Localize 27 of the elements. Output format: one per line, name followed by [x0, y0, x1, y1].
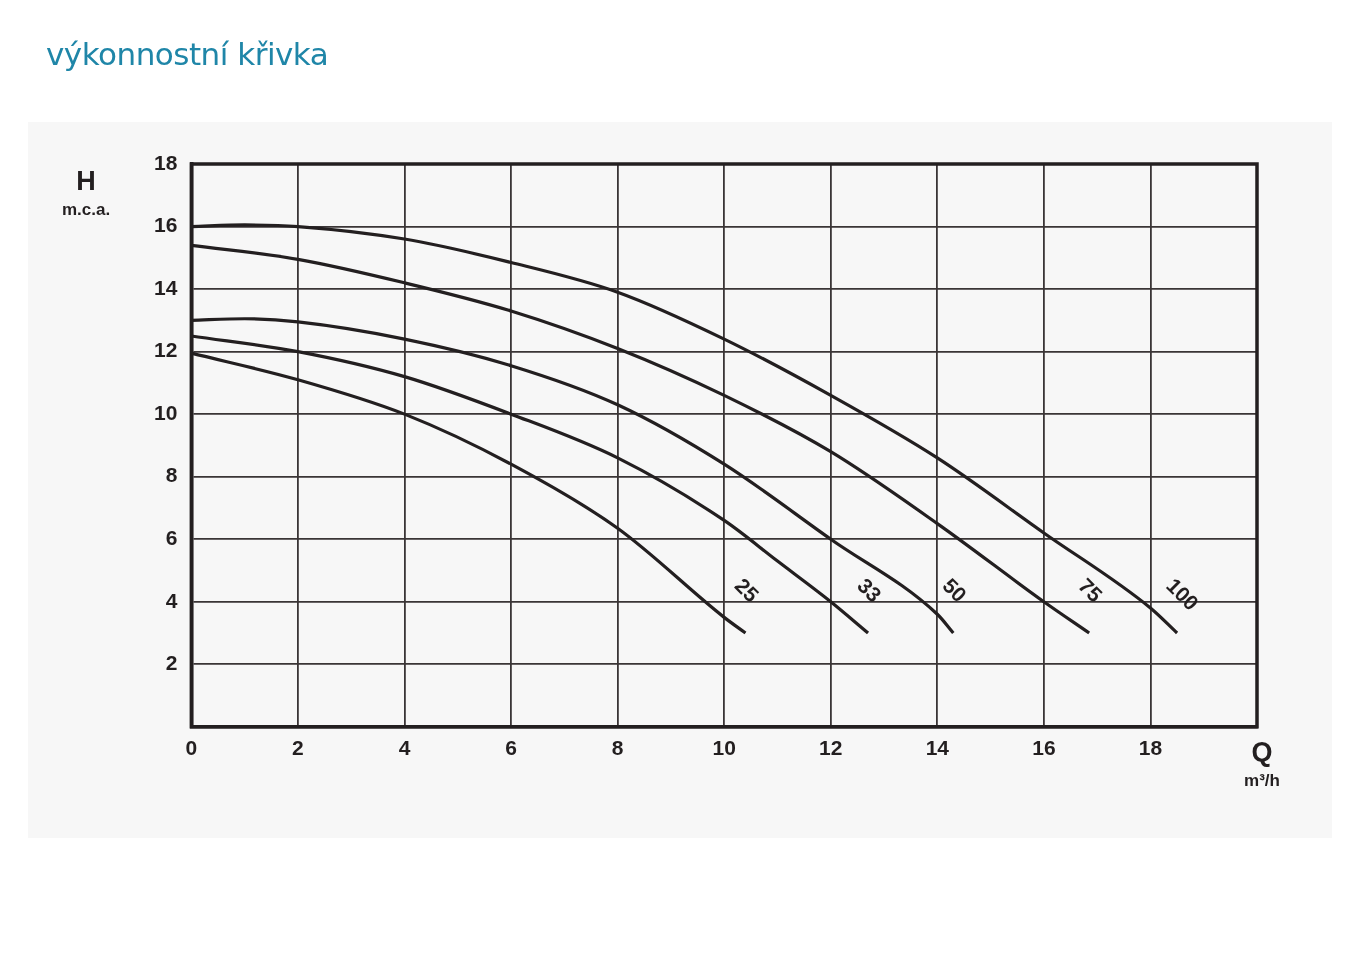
- x-tick-label: 8: [611, 736, 624, 760]
- y-tick-label: 18: [154, 150, 178, 174]
- x-tick-label: 16: [1032, 736, 1056, 760]
- text: 75: [1074, 573, 1108, 607]
- y-tick-label: 10: [154, 400, 178, 424]
- chart-title: výkonnostní křivka: [46, 36, 329, 72]
- y-axis-title: H m.c.a.: [61, 166, 111, 219]
- x-tick-label: 14: [925, 736, 950, 760]
- text: 100: [1162, 573, 1204, 615]
- x-axis-title: Q m³/h: [1244, 736, 1280, 790]
- y-tick-label: 16: [154, 213, 178, 237]
- text: 25: [730, 573, 764, 607]
- x-tick-label: 12: [819, 736, 843, 760]
- x-tick-label: 4: [398, 736, 411, 760]
- x-tick-label: 18: [1138, 736, 1163, 760]
- x-tick-label: 10: [712, 736, 736, 760]
- y-tick-label: 12: [154, 338, 178, 362]
- text: 50: [938, 573, 972, 607]
- x-tick-label: 0: [185, 736, 198, 760]
- y-tick-label: 14: [154, 275, 178, 299]
- text: 33: [853, 573, 886, 607]
- x-tick-label: 2: [292, 736, 304, 760]
- y-tick-label: 6: [165, 526, 178, 549]
- y-tick-label: 4: [165, 588, 178, 612]
- x-tick-label: 6: [505, 736, 517, 760]
- y-tick-label: 2: [165, 651, 178, 675]
- y-tick-label: 8: [165, 463, 178, 487]
